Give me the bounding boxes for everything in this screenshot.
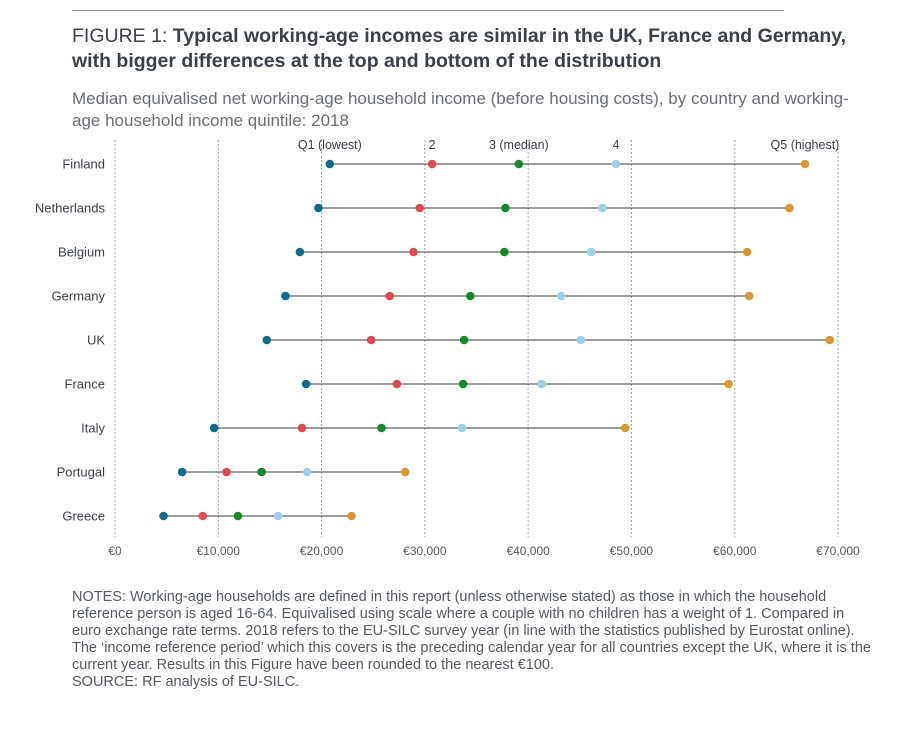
dot-q1-5 xyxy=(301,379,311,389)
category-label-0: Finland xyxy=(62,157,105,172)
top-rule xyxy=(72,10,784,11)
legend-label-q3: 3 (median) xyxy=(489,138,549,152)
dot-q3-0 xyxy=(514,159,524,169)
category-label-8: Greece xyxy=(62,509,105,524)
category-label-7: Portugal xyxy=(57,465,106,480)
dot-q1-3 xyxy=(281,291,290,301)
dot-q2-5 xyxy=(392,379,402,389)
legend-label-q1: Q1 (lowest) xyxy=(298,138,362,152)
legend-label-q5: Q5 (highest) xyxy=(771,138,840,152)
x-tick-label-2: €20,000 xyxy=(300,544,344,558)
dot-q4-6 xyxy=(457,423,467,433)
dot-q5-0 xyxy=(800,159,810,169)
dot-q1-1 xyxy=(314,203,323,213)
category-label-2: Belgium xyxy=(58,245,105,260)
dot-q3-6 xyxy=(377,423,386,433)
dot-q5-7 xyxy=(400,467,410,477)
dot-q3-1 xyxy=(501,203,510,213)
dot-q3-4 xyxy=(459,335,469,345)
dot-q4-4 xyxy=(576,335,586,345)
notes-block: NOTES: Working-age households are define… xyxy=(72,589,872,691)
dot-q1-6 xyxy=(209,423,219,433)
dot-q2-6 xyxy=(297,423,307,433)
dot-q5-2 xyxy=(742,247,752,257)
category-label-6: Italy xyxy=(81,421,105,436)
x-tick-label-6: €60,000 xyxy=(713,544,757,558)
dot-q3-3 xyxy=(466,291,475,301)
dot-q5-4 xyxy=(825,335,835,345)
dot-q5-8 xyxy=(347,511,356,521)
x-tick-label-3: €30,000 xyxy=(403,544,447,558)
figure-label: FIGURE 1: xyxy=(72,25,173,47)
category-label-3: Germany xyxy=(52,289,106,304)
dot-q5-3 xyxy=(744,291,754,301)
notes-text: NOTES: Working-age households are define… xyxy=(72,589,871,673)
dot-q4-0 xyxy=(611,159,621,169)
x-tick-label-0: €0 xyxy=(108,544,122,558)
dot-q4-1 xyxy=(598,203,607,213)
dot-q4-2 xyxy=(586,247,596,257)
dot-q2-8 xyxy=(198,511,208,521)
category-label-1: Netherlands xyxy=(35,201,106,216)
dot-q4-5 xyxy=(537,379,546,389)
dot-q1-4 xyxy=(262,335,272,345)
x-tick-label-1: €10,000 xyxy=(197,544,241,558)
category-label-4: UK xyxy=(87,333,105,348)
dot-q2-3 xyxy=(385,291,395,301)
dot-q2-4 xyxy=(366,335,376,345)
dot-q3-8 xyxy=(233,511,243,521)
dot-q4-3 xyxy=(556,291,566,301)
figure-title: FIGURE 1: Typical working-age incomes ar… xyxy=(72,24,872,74)
dot-q3-2 xyxy=(500,247,509,257)
dot-q4-8 xyxy=(273,511,283,521)
legend-label-q4: 4 xyxy=(612,138,619,152)
dot-q3-7 xyxy=(257,467,266,477)
x-tick-label-5: €50,000 xyxy=(610,544,654,558)
dot-q2-2 xyxy=(409,247,418,257)
dot-q5-6 xyxy=(620,423,630,433)
dot-q2-1 xyxy=(415,203,424,213)
dot-q5-5 xyxy=(724,379,733,389)
figure-title-text: Typical working-age incomes are similar … xyxy=(72,25,847,72)
legend-label-q2: 2 xyxy=(429,138,436,152)
source-text: SOURCE: RF analysis of EU-SILC. xyxy=(72,674,300,690)
dot-q1-0 xyxy=(325,159,335,169)
dot-q1-2 xyxy=(295,247,305,257)
figure-subtitle: Median equivalised net working-age house… xyxy=(72,89,849,130)
dot-q5-1 xyxy=(785,203,794,213)
dot-q3-5 xyxy=(458,379,468,389)
dot-q4-7 xyxy=(302,467,312,477)
x-tick-label-4: €40,000 xyxy=(506,544,550,558)
dot-q2-0 xyxy=(427,159,437,169)
category-label-5: France xyxy=(65,377,105,392)
dot-q1-8 xyxy=(159,511,168,521)
x-tick-label-7: €70,000 xyxy=(816,544,860,558)
dot-q1-7 xyxy=(177,467,187,477)
dot-q2-7 xyxy=(222,467,231,477)
